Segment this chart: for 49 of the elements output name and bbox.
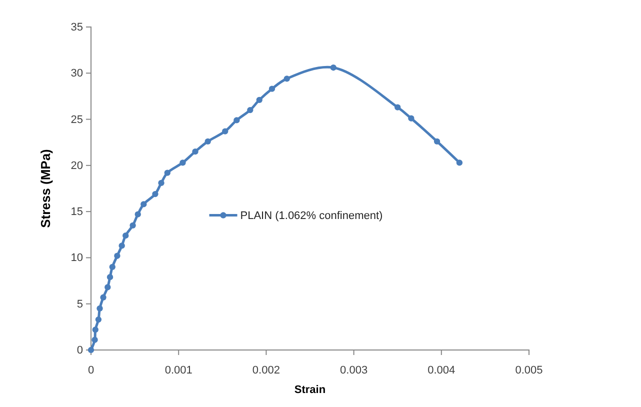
legend-label: PLAIN (1.062% confinement): [240, 210, 383, 222]
y-tick-label: 0: [76, 344, 83, 357]
point: [394, 104, 401, 110]
point: [88, 346, 94, 354]
point: [247, 106, 254, 114]
x-tick-label: 0.001: [164, 364, 192, 376]
point: [268, 86, 276, 92]
y-tick-label: 30: [70, 68, 83, 80]
point: [106, 274, 114, 280]
point: [408, 115, 414, 122]
y-tick-label: 10: [70, 252, 83, 264]
point: [100, 294, 106, 300]
point: [118, 242, 125, 249]
point: [96, 305, 103, 312]
y-axis-title: Stress (MPa): [38, 149, 53, 228]
point: [434, 138, 440, 145]
point: [234, 117, 240, 124]
point: [134, 211, 141, 218]
point: [130, 222, 136, 228]
y-tick-label: 25: [70, 114, 83, 126]
point: [152, 190, 158, 198]
x-tick-label: 0.004: [428, 364, 456, 376]
point: [104, 284, 111, 290]
point: [95, 316, 102, 323]
point: [284, 76, 290, 82]
y-tick-label: 35: [70, 22, 83, 34]
point: [256, 96, 262, 103]
y-tick-label: 15: [70, 206, 83, 218]
point: [114, 252, 120, 259]
point: [92, 326, 98, 333]
point: [122, 232, 129, 239]
point: [222, 128, 228, 134]
point: [456, 160, 463, 166]
x-tick-label: 0.005: [515, 364, 543, 376]
point: [158, 180, 164, 186]
y-tick-label: 5: [76, 298, 83, 310]
x-axis-title: Strain: [294, 384, 326, 396]
point: [192, 148, 198, 155]
point: [330, 64, 336, 71]
y-tick-label: 20: [70, 160, 83, 172]
point: [109, 264, 116, 270]
point: [180, 160, 186, 166]
x-tick-label: 0: [88, 364, 94, 376]
point: [140, 201, 147, 208]
x-tick-label: 0.002: [252, 364, 280, 376]
point: [204, 138, 211, 145]
x-tick-label: 0.003: [340, 364, 368, 376]
point: [92, 336, 98, 343]
point: [164, 170, 170, 176]
